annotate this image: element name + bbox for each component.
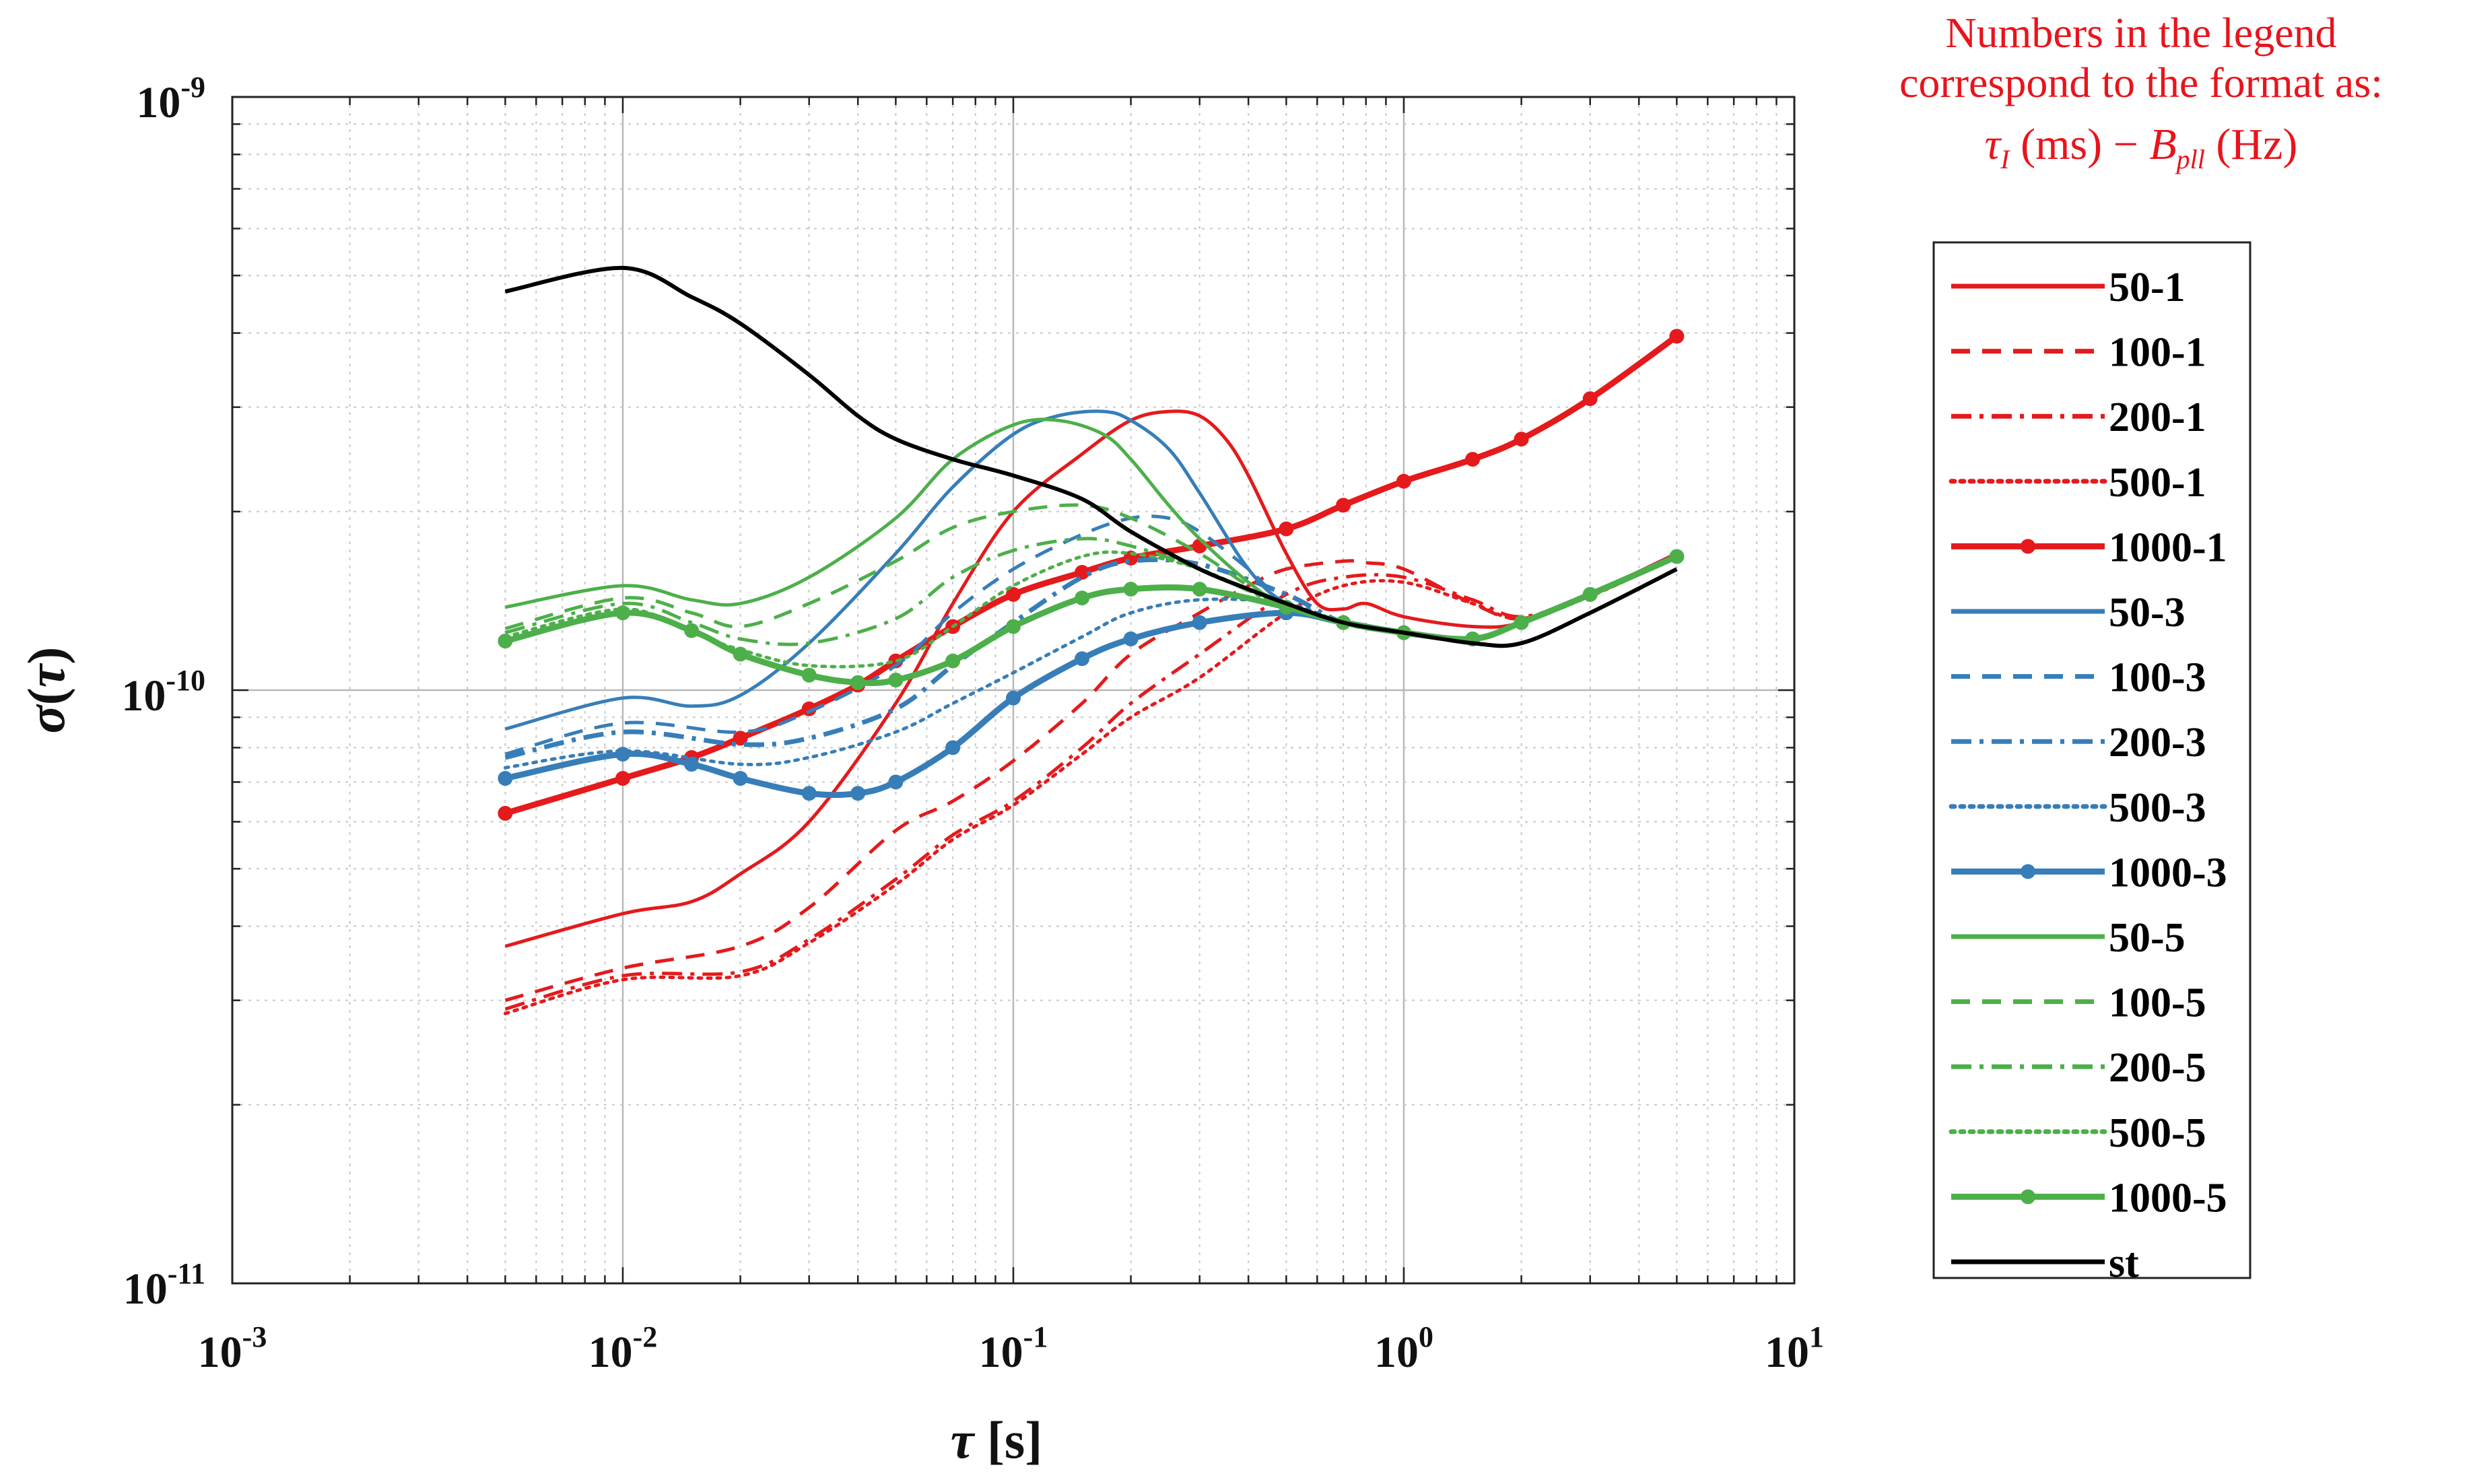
series-marker-1000-5 [1075, 591, 1090, 606]
series-marker-1000-3 [684, 757, 700, 772]
legend-label-1000-3: 1000-3 [2109, 850, 2227, 896]
series-marker-1000-3 [1192, 615, 1207, 630]
series-marker-1000-3 [1123, 631, 1139, 646]
x-tick-label: 10-1 [979, 1320, 1048, 1377]
y-tick-label: 10-10 [121, 664, 205, 720]
legend-marker-1000-1 [2021, 539, 2035, 554]
series-line-200-1 [504, 553, 1678, 1011]
series-line-100-3 [504, 514, 1678, 756]
series-marker-1000-5 [1006, 619, 1021, 634]
series-marker-1000-5 [1192, 581, 1207, 597]
legend-label-50-5: 50-5 [2109, 915, 2186, 961]
series-line-1000-5 [504, 553, 1679, 686]
legend-marker-1000-5 [2021, 1189, 2035, 1205]
series-marker-1000-3 [615, 747, 630, 762]
formula-ms: (ms) [2021, 120, 2103, 169]
series-marker-1000-1 [1006, 586, 1021, 602]
legend: 50-1 100-1 200-1 500-1 1000-1 50-3 100-3 200-3 5… [1932, 241, 2251, 1286]
legend-marker-1000-3 [2021, 864, 2035, 879]
series-line-200-3 [504, 554, 1678, 760]
series-marker-1000-1 [1514, 432, 1529, 447]
formula-b: B [2149, 120, 2177, 169]
x-tick-label: 100 [1374, 1320, 1433, 1377]
legend-label-100-3: 100-3 [2109, 655, 2206, 701]
note-line-1: Numbers in the legend [1945, 9, 2337, 57]
formula-tau-sub: I [2000, 144, 2010, 175]
series-marker-1000-1 [1465, 452, 1481, 467]
x-tick-label: 101 [1765, 1320, 1824, 1377]
x-axis-ticks: 10-3 10-2 10-1 100 101 [198, 97, 1824, 1377]
formula-b-sub: pll [2176, 144, 2205, 175]
grid [232, 97, 1794, 1283]
series-line-50-1 [504, 409, 1678, 948]
legend-label-st: st [2109, 1240, 2139, 1286]
series-marker-1000-5 [1669, 549, 1685, 564]
series-marker-1000-1 [498, 805, 513, 821]
series-marker-1000-1 [1582, 391, 1598, 407]
formula-minus: − [2113, 120, 2138, 169]
legend-label-200-1: 200-1 [2109, 395, 2206, 440]
formula-tau: τ [1984, 120, 2001, 169]
y-tick-label: 10-11 [123, 1257, 205, 1314]
legend-label-1000-5: 1000-5 [2109, 1175, 2227, 1221]
series-marker-1000-1 [733, 731, 748, 746]
series-marker-1000-5 [1123, 581, 1139, 597]
series-line-100-1 [504, 551, 1678, 1003]
series-marker-1000-5 [684, 623, 700, 638]
series-line-500-1 [503, 555, 1679, 1015]
note-line-2: correspond to the format as: [1899, 59, 2383, 106]
series-marker-1000-1 [1336, 498, 1351, 513]
series-marker-1000-5 [498, 634, 513, 649]
x-tick-label: 10-2 [588, 1320, 658, 1377]
series-marker-1000-3 [1075, 651, 1090, 667]
series-marker-1000-3 [1006, 690, 1021, 706]
legend-label-500-3: 500-3 [2109, 785, 2206, 831]
series-marker-1000-1 [1396, 473, 1411, 489]
series-marker-1000-3 [801, 786, 817, 801]
formula-hz: (Hz) [2216, 120, 2298, 169]
series-marker-1000-1 [615, 771, 630, 786]
series-marker-1000-5 [850, 675, 866, 690]
legend-label-200-3: 200-3 [2109, 720, 2206, 766]
series-marker-1000-5 [945, 653, 961, 669]
series-marker-1000-5 [733, 646, 748, 662]
series-marker-1000-1 [1669, 329, 1685, 344]
legend-label-100-1: 100-1 [2109, 330, 2206, 376]
legend-label-500-5: 500-5 [2109, 1110, 2206, 1156]
legend-label-1000-1: 1000-1 [2109, 525, 2227, 570]
series-line-st [504, 265, 1678, 648]
note-formula: τI (ms) − Bpll (Hz) [1818, 120, 2464, 184]
series-layer [498, 265, 1685, 1015]
x-tick-label: 10-3 [198, 1320, 267, 1377]
y-axis-label: σ(τ) [17, 647, 75, 734]
series-line-50-5 [504, 417, 1678, 641]
series-marker-1000-3 [888, 774, 904, 790]
series-marker-1000-3 [498, 771, 513, 786]
series-marker-1000-1 [1279, 521, 1294, 537]
legend-label-50-3: 50-3 [2109, 590, 2186, 636]
legend-format-note: Numbers in the legend correspond to the … [1818, 8, 2464, 184]
series-marker-1000-5 [1582, 586, 1598, 602]
series-marker-1000-1 [1075, 564, 1090, 580]
series-marker-1000-3 [733, 771, 748, 786]
y-tick-label: 10-9 [136, 71, 205, 127]
legend-label-50-1: 50-1 [2109, 265, 2186, 310]
legend-label-500-1: 500-1 [2109, 460, 2206, 506]
x-axis-label: τ [s] [951, 1411, 1042, 1469]
series-marker-1000-5 [1514, 615, 1529, 630]
y-axis-ticks: 10-11 10-10 10-9 [121, 71, 1794, 1314]
series-marker-1000-5 [801, 667, 817, 683]
series-marker-1000-1 [801, 701, 817, 716]
legend-label-100-5: 100-5 [2109, 980, 2206, 1026]
series-marker-1000-5 [888, 672, 904, 687]
series-marker-1000-3 [945, 740, 961, 755]
legend-label-200-5: 200-5 [2109, 1045, 2206, 1091]
series-marker-1000-3 [850, 786, 866, 801]
series-marker-1000-5 [615, 605, 630, 621]
